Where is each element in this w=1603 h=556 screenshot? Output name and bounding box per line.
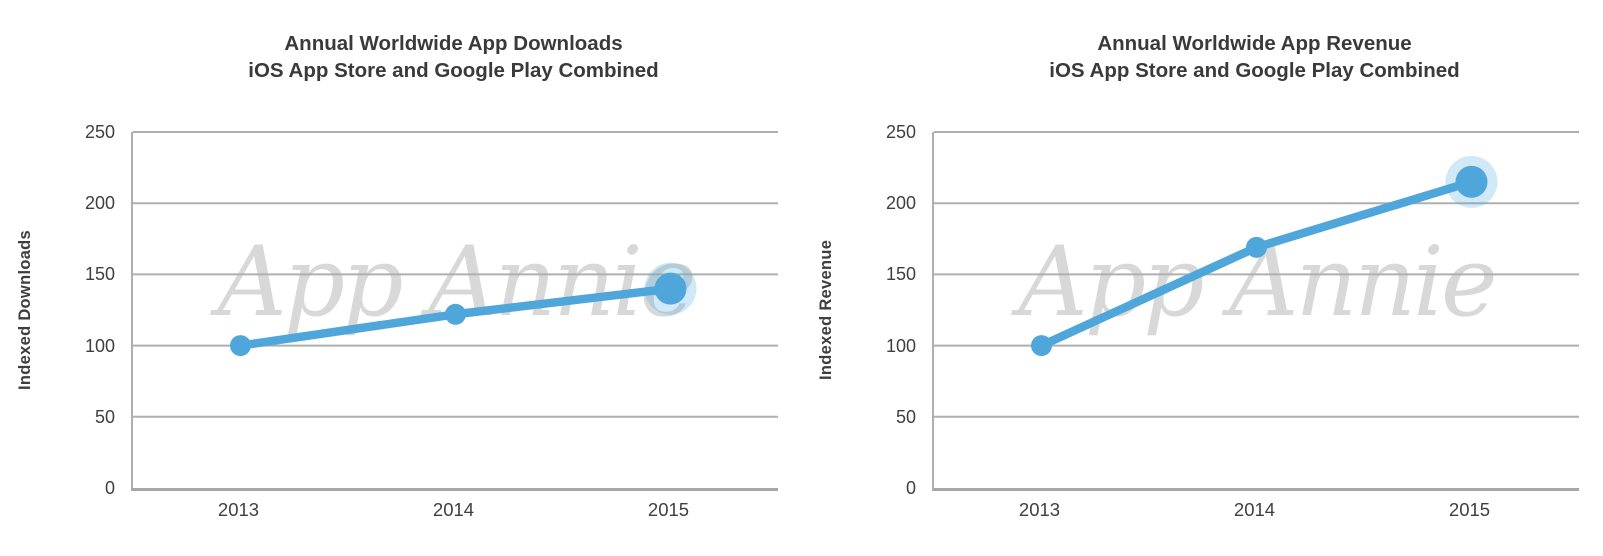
- y-axis-title: Indexed Downloads: [16, 229, 34, 391]
- downloads-chart-panel: Indexed Downloads Annual Worldwide App D…: [0, 0, 801, 556]
- plot-area: App Annie: [131, 131, 778, 491]
- y-tick-label: 250: [885, 122, 916, 142]
- x-axis-ticks: 2013 2014 2015: [131, 499, 776, 525]
- plot-area: App Annie: [932, 131, 1579, 491]
- plot-row: 0 50 100 150 200 250 App Annie: [50, 122, 801, 498]
- x-tick-label: 2014: [1233, 499, 1276, 520]
- chart-title-line1: Annual Worldwide App Downloads: [284, 32, 623, 55]
- x-tick-label: 2014: [432, 499, 475, 520]
- data-point: [654, 272, 687, 305]
- downloads-chart-main: Annual Worldwide App Downloads iOS App S…: [50, 30, 801, 525]
- chart-title: Annual Worldwide App Downloads iOS App S…: [131, 30, 776, 84]
- y-tick-label: 50: [895, 406, 916, 427]
- x-tick-label: 2015: [647, 499, 690, 520]
- y-tick-label: 200: [885, 193, 916, 214]
- data-point: [445, 303, 466, 325]
- data-point: [230, 335, 251, 357]
- chart-title-line2: iOS App Store and Google Play Combined: [1049, 59, 1460, 82]
- y-tick-label: 150: [84, 264, 115, 285]
- data-line: [1037, 177, 1476, 350]
- y-tick-label: 150: [885, 264, 916, 285]
- chart-title: Annual Worldwide App Revenue iOS App Sto…: [932, 30, 1577, 84]
- data-point: [1031, 335, 1052, 357]
- y-axis-ticks: 0 50 100 150 200 250: [851, 122, 932, 498]
- y-tick-label: 100: [885, 335, 916, 356]
- x-tick-label: 2013: [217, 499, 260, 520]
- chart-title-line1: Annual Worldwide App Revenue: [1097, 32, 1412, 55]
- x-tick-label: 2015: [1448, 499, 1491, 520]
- y-axis-title: Indexed Revenue: [817, 239, 835, 381]
- y-tick-label: 250: [84, 122, 115, 142]
- y-tick-label: 200: [84, 193, 115, 214]
- y-axis-ticks: 0 50 100 150 200 250: [50, 122, 131, 498]
- chart-title-line2: iOS App Store and Google Play Combined: [248, 59, 659, 82]
- plot-svg: [934, 131, 1579, 418]
- y-tick-label: 100: [84, 335, 115, 356]
- x-tick-label: 2013: [1018, 499, 1061, 520]
- plot-row: 0 50 100 150 200 250 App Annie: [851, 122, 1602, 498]
- y-tick-label: 0: [905, 478, 916, 498]
- data-point: [1455, 165, 1488, 198]
- plot-svg: [133, 131, 778, 418]
- y-tick-label: 50: [94, 406, 115, 427]
- x-axis-ticks: 2013 2014 2015: [932, 499, 1577, 525]
- revenue-chart-panel: Indexed Revenue Annual Worldwide App Rev…: [801, 0, 1602, 556]
- revenue-chart-main: Annual Worldwide App Revenue iOS App Sto…: [851, 30, 1602, 525]
- y-tick-label: 0: [104, 478, 115, 498]
- data-point: [1246, 236, 1267, 258]
